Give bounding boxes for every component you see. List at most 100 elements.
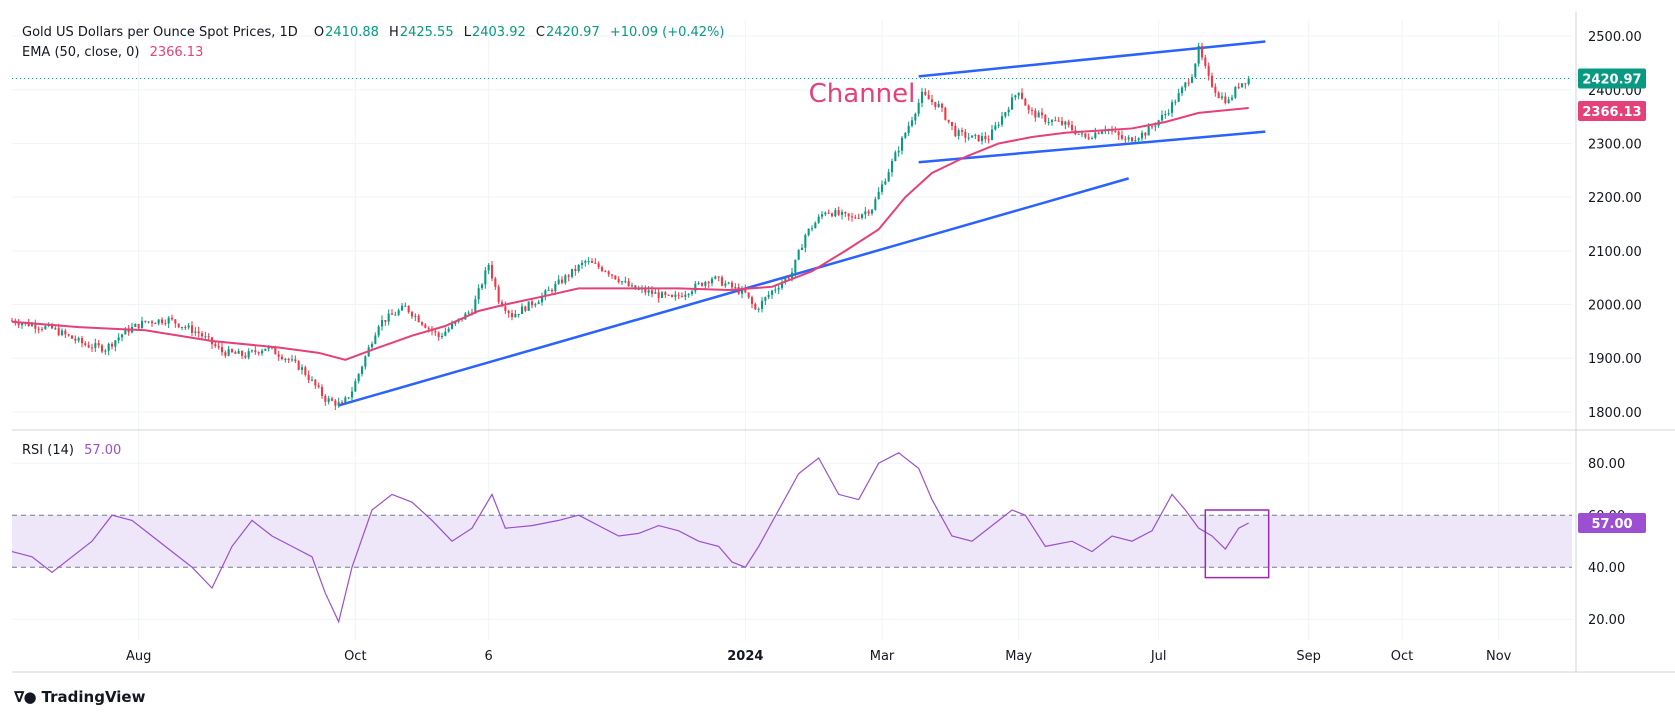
candle-body (564, 275, 567, 283)
rsi-label: RSI (14) (22, 443, 74, 458)
candle-body (447, 328, 450, 332)
candle-body (847, 213, 850, 217)
candle-body (384, 320, 387, 322)
candle-body (1087, 137, 1090, 139)
candle-body (27, 322, 30, 326)
x-tick-label: May (1005, 649, 1032, 664)
candle-body (610, 274, 614, 276)
candle-body (630, 285, 634, 287)
candle-body (657, 292, 660, 298)
candle-body (137, 324, 140, 329)
candle-body (674, 294, 677, 297)
last-price-badge: 2420.97 (1582, 73, 1641, 88)
candle-body (1094, 132, 1097, 139)
candle-body (794, 259, 797, 273)
channel-annotation: Channel (809, 79, 916, 109)
candle-body (454, 321, 457, 324)
x-tick-label: 6 (485, 649, 493, 664)
candle-body (164, 323, 167, 325)
candle-body (984, 136, 987, 140)
price-tick-label: 1900.00 (1588, 352, 1642, 367)
candle-body (937, 103, 940, 107)
candle-body (154, 323, 157, 325)
candle-body (707, 282, 710, 284)
candle-body (557, 279, 560, 284)
candle-body (930, 99, 934, 102)
candle-body (87, 345, 90, 348)
candle-body (317, 385, 320, 387)
candle-body (767, 294, 770, 298)
candle-body (867, 211, 870, 214)
candle-body (660, 292, 664, 298)
candle-body (17, 323, 20, 326)
candle-body (280, 356, 284, 360)
candle-body (177, 323, 180, 328)
candle-body (830, 213, 834, 217)
rsi-badge: 57.00 (1591, 517, 1632, 532)
candle-body (780, 282, 784, 288)
candle-body (150, 321, 154, 324)
candle-body (264, 348, 267, 351)
candle-body (114, 340, 117, 347)
candle-body (444, 331, 447, 336)
candle-body (800, 247, 804, 250)
candle-body (1240, 83, 1244, 88)
candle-body (1037, 112, 1040, 118)
candle-body (1217, 92, 1220, 99)
candle-body (1174, 101, 1177, 103)
x-tick-label: Jul (1150, 649, 1167, 664)
candle-body (910, 120, 914, 126)
candle-body (710, 278, 714, 284)
ema-value: 2366.13 (149, 45, 204, 60)
candle-body (364, 356, 367, 367)
candle-body (827, 212, 830, 214)
price-tick-label: 2000.00 (1588, 299, 1642, 314)
candle-body (334, 400, 337, 406)
brand-name: TradingView (41, 688, 146, 706)
candle-body (307, 374, 310, 381)
candle-body (190, 325, 194, 333)
candle-body (360, 366, 364, 374)
candle-body (900, 137, 904, 151)
candle-body (777, 287, 780, 290)
high-value: 2425.55 (399, 25, 454, 40)
candle-body (670, 294, 674, 297)
candle-body (550, 289, 554, 292)
candle-body (187, 325, 190, 328)
rsi-band (12, 514, 1572, 568)
candle-body (597, 263, 600, 268)
candle-body (1027, 105, 1030, 110)
candle-body (220, 347, 224, 353)
price-tick-label: 2500.00 (1588, 30, 1642, 45)
candle-body (297, 361, 300, 370)
candle-body (977, 134, 980, 142)
candle-body (617, 279, 620, 283)
candle-body (1177, 93, 1180, 102)
candle-body (234, 352, 237, 354)
candle-body (474, 299, 477, 314)
candle-body (230, 349, 234, 353)
candle-body (934, 101, 937, 107)
candle-body (340, 402, 344, 404)
candle-body (664, 292, 667, 295)
candle-body (1070, 124, 1074, 131)
candle-body (534, 304, 537, 306)
x-tick-label: Aug (126, 649, 151, 664)
candle-body (94, 343, 97, 348)
candle-body (570, 268, 574, 277)
candle-body (140, 320, 144, 329)
candle-body (940, 103, 944, 108)
candle-body (467, 312, 470, 314)
candle-body (90, 347, 94, 349)
candle-body (347, 397, 350, 399)
candle-body (427, 327, 430, 329)
candle-body (410, 312, 414, 317)
candle-body (864, 211, 867, 215)
candle-body (380, 320, 384, 327)
branding[interactable]: ∇● TradingView (14, 688, 145, 706)
candle-body (627, 281, 630, 287)
price-tick-label: 2100.00 (1588, 245, 1642, 260)
rsi-tick-label: 80.00 (1588, 457, 1625, 472)
